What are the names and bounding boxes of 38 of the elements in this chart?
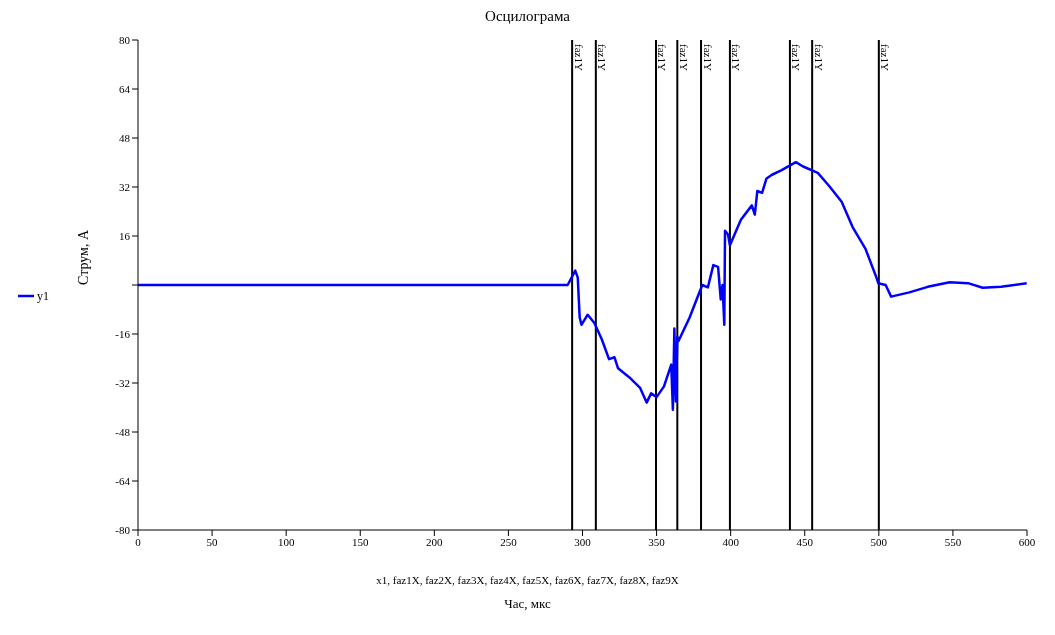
ref-line-label: faz1Y [812, 44, 825, 71]
x-tick-label: 550 [944, 535, 962, 548]
y-axis-title: Струм, А [75, 229, 91, 285]
text: x1, faz1X, faz2X, faz3X, faz4X, faz5X, faz6X, faz7X, faz8X, faz9X [375, 574, 680, 586]
ref-line-label: faz1Y [572, 44, 585, 71]
y-tick-label: -16 [115, 327, 131, 340]
y-tick-label: -48 [115, 425, 131, 438]
x-tick-label: 300 [574, 535, 592, 548]
y-tick-label: 16 [119, 229, 131, 242]
y-tick-label: -80 [115, 523, 131, 536]
y-tick-label: 64 [119, 82, 131, 95]
ref-line-label: faz1Y [879, 44, 892, 71]
x-tick-label: 600 [1018, 535, 1036, 548]
ref-line-label: faz1Y [790, 44, 803, 71]
y-tick-label: -64 [115, 474, 131, 487]
x-tick-label: 400 [722, 535, 740, 548]
y-tick-label: 48 [119, 131, 131, 144]
ref-line-label: faz1Y [596, 44, 609, 71]
x-tick-label: 450 [796, 535, 814, 548]
legend-label: y1 [37, 289, 49, 303]
ref-line-label: faz1Y [677, 44, 690, 71]
y-tick-label: 80 [119, 33, 131, 46]
y-tick-label: -32 [115, 376, 130, 389]
ref-line-label: faz1Y [656, 44, 669, 71]
x-tick-label: 350 [648, 535, 666, 548]
chart-title: Осцилограма [484, 8, 571, 26]
line-series [138, 160, 1027, 411]
ref-line-label: faz1Y [701, 44, 714, 71]
x-tick-label: 0 [135, 535, 142, 548]
x-tick-label: 50 [206, 535, 219, 548]
x-tick-label: 250 [500, 535, 518, 548]
x-tick-label: 200 [426, 535, 444, 548]
x-tick-label: 100 [277, 535, 295, 548]
ref-line-label: faz1Y [730, 44, 743, 71]
x-tick-label: 500 [870, 535, 888, 548]
x-tick-label: 150 [352, 535, 369, 548]
y-tick-label: 32 [119, 180, 130, 193]
x-axis-title: Час, мкс [503, 596, 552, 612]
